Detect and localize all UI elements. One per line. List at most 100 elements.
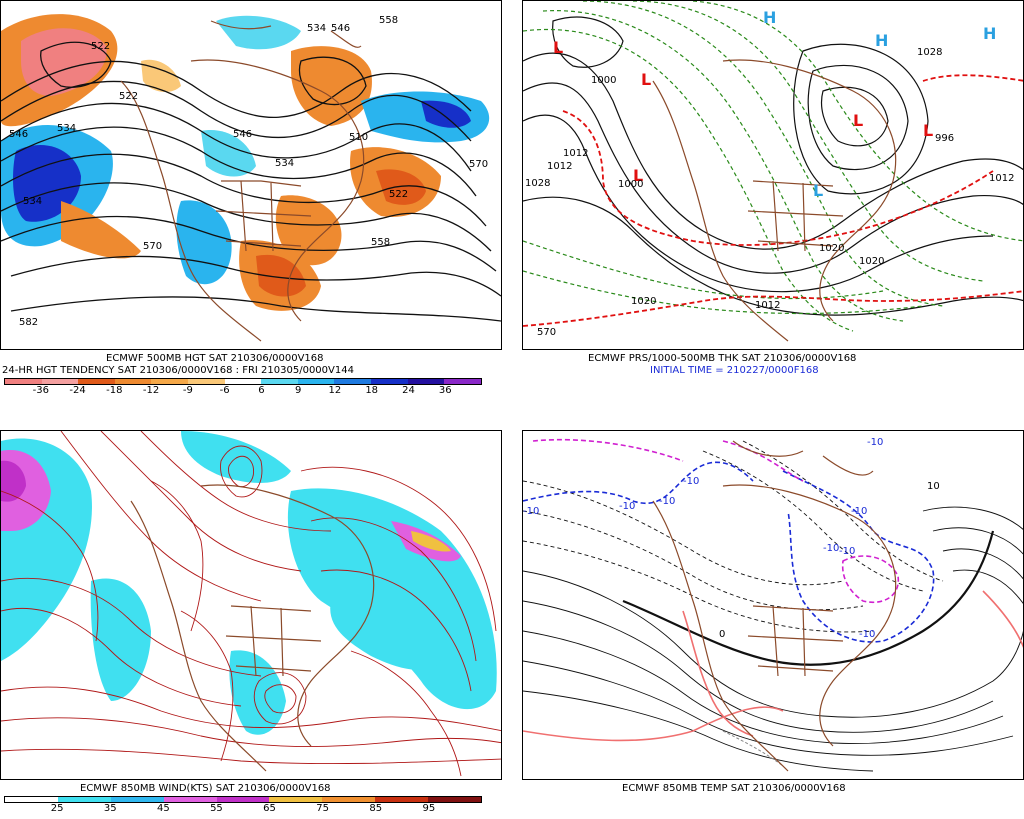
colorbar-segment <box>322 797 376 802</box>
panel-500mb-height: 546 534 522 558 546 534 510 570 546 534 … <box>0 0 502 350</box>
colorbar-tick-label: 95 <box>422 803 436 814</box>
colorbar-segment <box>163 797 217 802</box>
contour-label: 1012 <box>755 300 781 311</box>
contour-label: 1012 <box>989 173 1015 184</box>
contour-label: 0 <box>719 629 726 640</box>
contour-label: 1020 <box>859 256 885 267</box>
colorbar-tick-label: 6 <box>258 385 265 396</box>
contour-label: 534 <box>23 196 43 207</box>
colorbar-tick-label: -18 <box>106 385 123 396</box>
colorbar-tick-label: 12 <box>328 385 342 396</box>
contour-label: -10 <box>619 501 636 512</box>
top-left-caption-line1: ECMWF 500MB HGT SAT 210306/0000V168 <box>106 353 324 364</box>
contour-label: -10 <box>659 496 676 507</box>
contour-label: 558 <box>379 15 399 26</box>
colorbar-strip <box>4 796 482 803</box>
bottom-left-colorbar: 25 35 45 55 65 75 85 95 <box>4 796 482 815</box>
contour-label: 546 <box>9 129 29 140</box>
colorbar-tick-label: 35 <box>103 803 117 814</box>
colorbar-tick-label: 55 <box>210 803 223 814</box>
contour-label: 1000 <box>591 75 617 86</box>
colorbar-strip <box>4 378 482 385</box>
contour-label: -10 <box>859 629 876 640</box>
colorbar-segment <box>334 379 372 384</box>
contour-label: 582 <box>19 317 39 328</box>
colorbar-segment <box>444 379 481 384</box>
contour-label: 510 <box>349 132 369 143</box>
colorbar-tick-label: 36 <box>438 385 452 396</box>
high-marker: H <box>763 8 776 27</box>
contour-label: 10 <box>927 481 940 492</box>
contour-label: 1012 <box>563 148 589 159</box>
bottom-left-caption-line1: ECMWF 850MB WIND(KTS) SAT 210306/0000V16… <box>80 783 331 794</box>
contour-label: 546 <box>331 23 351 34</box>
contour-label: 570 <box>537 327 557 338</box>
contour-label: -10 <box>823 543 840 554</box>
colorbar-tick-label: -24 <box>69 385 86 396</box>
colorbar-segment <box>5 797 58 802</box>
contour-label: 1028 <box>525 178 551 189</box>
contour-label: 534 <box>307 23 327 34</box>
map-pressure-thickness: H H H L L L L L L <box>523 1 1023 342</box>
colorbar-segment <box>269 797 323 802</box>
contour-label: -10 <box>523 506 540 517</box>
colorbar-tick-label: -9 <box>182 385 193 396</box>
low-marker: L <box>633 166 643 185</box>
colorbar-segment <box>428 797 482 802</box>
map-850mb-wind <box>1 431 501 777</box>
colorbar-tick-label: 65 <box>263 803 276 814</box>
colorbar-tick-label: -36 <box>32 385 49 396</box>
colorbar-segment <box>114 379 152 384</box>
low-marker: L <box>813 181 823 200</box>
colorbar-segment <box>110 797 164 802</box>
low-marker: L <box>853 111 863 130</box>
bottom-right-contour-labels: -10 -10 -10 -10 -10 -10 -10 -10 -10 10 0 <box>523 431 1023 779</box>
contour-label: 570 <box>143 241 163 252</box>
colorbar-tick-label: 75 <box>316 803 330 814</box>
colorbar-tick-label: -12 <box>142 385 160 396</box>
colorbar-segment <box>188 379 225 384</box>
colorbar-tick-label: 45 <box>156 803 170 814</box>
colorbar-segment <box>297 379 335 384</box>
colorbar-segment <box>41 379 79 384</box>
contour-label: 522 <box>389 189 409 200</box>
colorbar-segment <box>57 797 111 802</box>
colorbar-tick-label: 25 <box>50 803 64 814</box>
colorbar-tick-label: 18 <box>365 385 379 396</box>
contour-label: 558 <box>371 237 391 248</box>
colorbar-ticks: -36 -24 -18 -12 -9 -6 6 9 12 18 24 36 <box>4 385 482 397</box>
map-500mb-height <box>1 14 501 342</box>
high-marker: H <box>983 24 996 43</box>
contour-label: 1028 <box>917 47 943 58</box>
top-left-caption-line2: 24-HR HGT TENDENCY SAT 210306/0000V168 :… <box>2 365 354 376</box>
colorbar-segment <box>151 379 189 384</box>
low-marker: L <box>553 38 563 57</box>
high-marker: H <box>875 31 888 50</box>
colorbar-segment <box>78 379 115 384</box>
colorbar-tick-label: 9 <box>294 385 302 396</box>
colorbar-segment <box>5 379 42 384</box>
bottom-right-caption-line1: ECMWF 850MB TEMP SAT 210306/0000V168 <box>622 783 846 794</box>
colorbar-ticks: 25 35 45 55 65 75 85 95 <box>4 803 482 815</box>
contour-label: 522 <box>119 91 139 102</box>
colorbar-segment <box>224 379 262 384</box>
top-right-caption-line2: INITIAL TIME = 210227/0000F168 <box>650 365 819 376</box>
map-850mb-temp <box>523 438 1023 772</box>
top-right-caption-line1: ECMWF PRS/1000-500MB THK SAT 210306/0000… <box>588 353 857 364</box>
top-left-colorbar: -36 -24 -18 -12 -9 -6 6 9 12 18 24 36 <box>4 378 482 397</box>
colorbar-tick-label: 24 <box>402 385 415 396</box>
contour-label: -10 <box>683 476 700 487</box>
colorbar-tick-label: -6 <box>219 385 230 396</box>
top-left-contour-labels: 546 534 522 558 546 534 510 570 546 534 … <box>1 1 501 349</box>
contour-label: 1020 <box>819 243 845 254</box>
colorbar-segment <box>371 379 408 384</box>
panel-850mb-temp: -10 -10 -10 -10 -10 -10 -10 -10 -10 10 0 <box>522 430 1024 780</box>
top-right-contour-labels: 1028 1000 1020 1020 1012 1012 1012 1020 … <box>523 1 1023 349</box>
contour-label: -10 <box>851 506 868 517</box>
low-marker: L <box>923 121 933 140</box>
contour-label: 534 <box>275 158 295 169</box>
contour-label: 570 <box>469 159 489 170</box>
panel-850mb-wind <box>0 430 502 780</box>
colorbar-tick-label: 85 <box>369 803 383 814</box>
contour-label: 534 <box>57 123 77 134</box>
